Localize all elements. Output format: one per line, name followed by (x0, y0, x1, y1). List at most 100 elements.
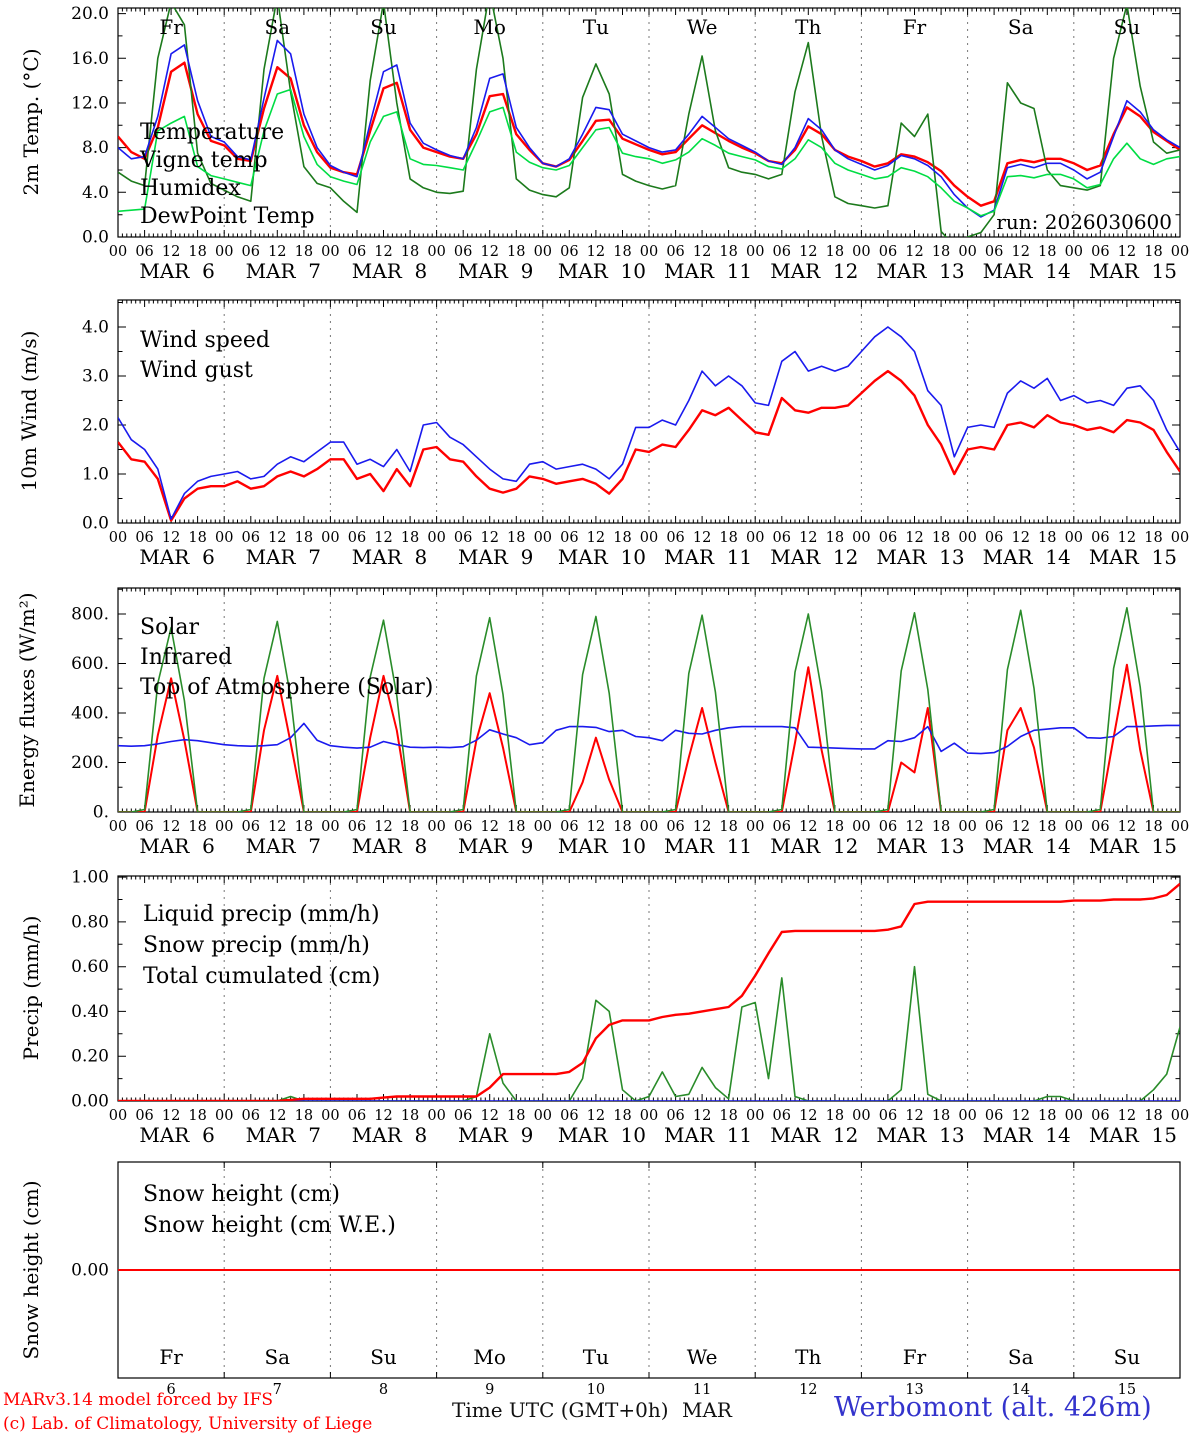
date-label: MAR 14 (983, 259, 1071, 283)
date-label: MAR 6 (139, 1123, 214, 1147)
date-label: MAR 6 (139, 834, 214, 858)
hour-label: 00 (852, 244, 870, 260)
date-label: MAR 14 (983, 1123, 1071, 1147)
hour-label: 12 (693, 244, 711, 260)
date-label: MAR 14 (983, 834, 1071, 858)
hour-label: 00 (321, 244, 339, 260)
hour-label: 00 (215, 1108, 233, 1124)
day-number-label: 8 (379, 1382, 388, 1398)
hour-label: 06 (879, 819, 897, 835)
hour-label: 00 (427, 1108, 445, 1124)
legend-liquid-precip: Liquid precip (mm/h) (143, 902, 380, 927)
y-tick-label: 600. (71, 654, 109, 674)
hour-label: 12 (268, 1108, 286, 1124)
hour-label: 06 (135, 244, 153, 260)
hour-label: 00 (215, 819, 233, 835)
day-of-week-label: Sa (1008, 1345, 1034, 1369)
hour-label: 06 (135, 819, 153, 835)
day-of-week-label: Tu (583, 15, 609, 39)
y-tick-label: 0. (93, 803, 109, 823)
day-gridlines (223, 8, 1075, 237)
day-of-week-label: Sa (264, 15, 290, 39)
hour-label: 12 (480, 1108, 498, 1124)
hour-label: 18 (507, 1108, 525, 1124)
date-label: MAR 10 (558, 1123, 646, 1147)
hour-label: 18 (1038, 1108, 1056, 1124)
day-of-week-label: Su (370, 15, 397, 39)
date-label: MAR 10 (558, 834, 646, 858)
series-vigne-temp (118, 8, 1180, 237)
hour-label: 00 (852, 1108, 870, 1124)
date-label: MAR 6 (139, 259, 214, 283)
date-label: MAR 8 (352, 545, 427, 569)
hour-label: 12 (1011, 244, 1029, 260)
y-tick-label: 0.60 (71, 957, 109, 977)
hour-label: 06 (348, 244, 366, 260)
hour-label: 06 (242, 1108, 260, 1124)
day-number-label: 13 (905, 1382, 923, 1398)
hour-label: 06 (1091, 244, 1109, 260)
panel-precipitation: 0.00 0.20 0.40 0.60 0.80 1.00 00 06 12 18 00 06 12 18… (71, 868, 1189, 1147)
day-of-week-label: Fr (159, 15, 183, 39)
hour-label: 00 (321, 1108, 339, 1124)
hour-label: 12 (693, 819, 711, 835)
hour-label: 06 (560, 244, 578, 260)
lab-credit-line: (c) Lab. of Climatology, University of L… (3, 1414, 373, 1434)
month-label: MAR (682, 1398, 732, 1422)
y-tick-label: 0.00 (71, 1092, 109, 1112)
run-id-label: run: 2026030600 (996, 210, 1172, 234)
date-label: MAR 10 (558, 259, 646, 283)
series-top-of-atmosphere-solar (118, 606, 1180, 812)
hour-label: 00 (1171, 819, 1189, 835)
hour-label: 12 (799, 244, 817, 260)
date-label: MAR 8 (352, 1123, 427, 1147)
panel-energy-fluxes: 0. 200. 400. 600. 800. 00 06 12 18 00 06 12 18 00 06 12… (71, 587, 1189, 858)
hour-label: 00 (958, 1108, 976, 1124)
hour-label: 12 (905, 530, 923, 546)
model-credit-line: MARv3.14 model forced by IFS (3, 1390, 274, 1410)
legend-snow-height: Snow height (cm) (143, 1182, 340, 1207)
legend-wind-speed: Wind speed (140, 328, 270, 353)
hour-label: 06 (348, 1108, 366, 1124)
date-label: MAR 8 (352, 834, 427, 858)
day-of-week-label: Th (795, 15, 821, 39)
date-label: MAR 13 (876, 1123, 964, 1147)
hour-label: 12 (905, 1108, 923, 1124)
date-label: MAR 9 (458, 545, 533, 569)
hour-label: 18 (188, 819, 206, 835)
hour-label: 00 (746, 819, 764, 835)
hour-label: 12 (1118, 819, 1136, 835)
hour-label: 18 (1144, 244, 1162, 260)
date-label: MAR 13 (876, 259, 964, 283)
hour-label: 18 (1144, 530, 1162, 546)
y-tick-label: 0.0 (82, 228, 109, 248)
y-axis-title-wind: 10m Wind (m/s) (17, 331, 41, 492)
hour-label: 12 (1118, 244, 1136, 260)
legend-snow-precip: Snow precip (mm/h) (143, 933, 370, 958)
hour-label: 12 (1118, 1108, 1136, 1124)
hour-label: 06 (560, 530, 578, 546)
hour-label: 12 (480, 819, 498, 835)
date-label: MAR 15 (1089, 259, 1177, 283)
hour-label: 18 (719, 819, 737, 835)
day-of-week-label: Sa (1008, 15, 1034, 39)
hour-label: 00 (215, 530, 233, 546)
hour-label: 18 (613, 244, 631, 260)
hour-label: 00 (1065, 819, 1083, 835)
legend-total-cumulated: Total cumulated (cm) (143, 964, 380, 989)
date-label: MAR 15 (1089, 834, 1177, 858)
date-label: MAR 12 (770, 1123, 858, 1147)
hour-label: 12 (162, 530, 180, 546)
date-label: MAR 9 (458, 834, 533, 858)
hour-label: 12 (480, 244, 498, 260)
day-of-week-label: Sa (264, 1345, 290, 1369)
date-label: MAR 13 (876, 834, 964, 858)
date-label: MAR 12 (770, 259, 858, 283)
hour-label: 06 (773, 530, 791, 546)
date-label: MAR 7 (246, 1123, 321, 1147)
y-tick-label: 0.40 (71, 1002, 109, 1022)
hour-label: 06 (666, 530, 684, 546)
hour-label: 06 (773, 819, 791, 835)
hour-label: 12 (374, 530, 392, 546)
